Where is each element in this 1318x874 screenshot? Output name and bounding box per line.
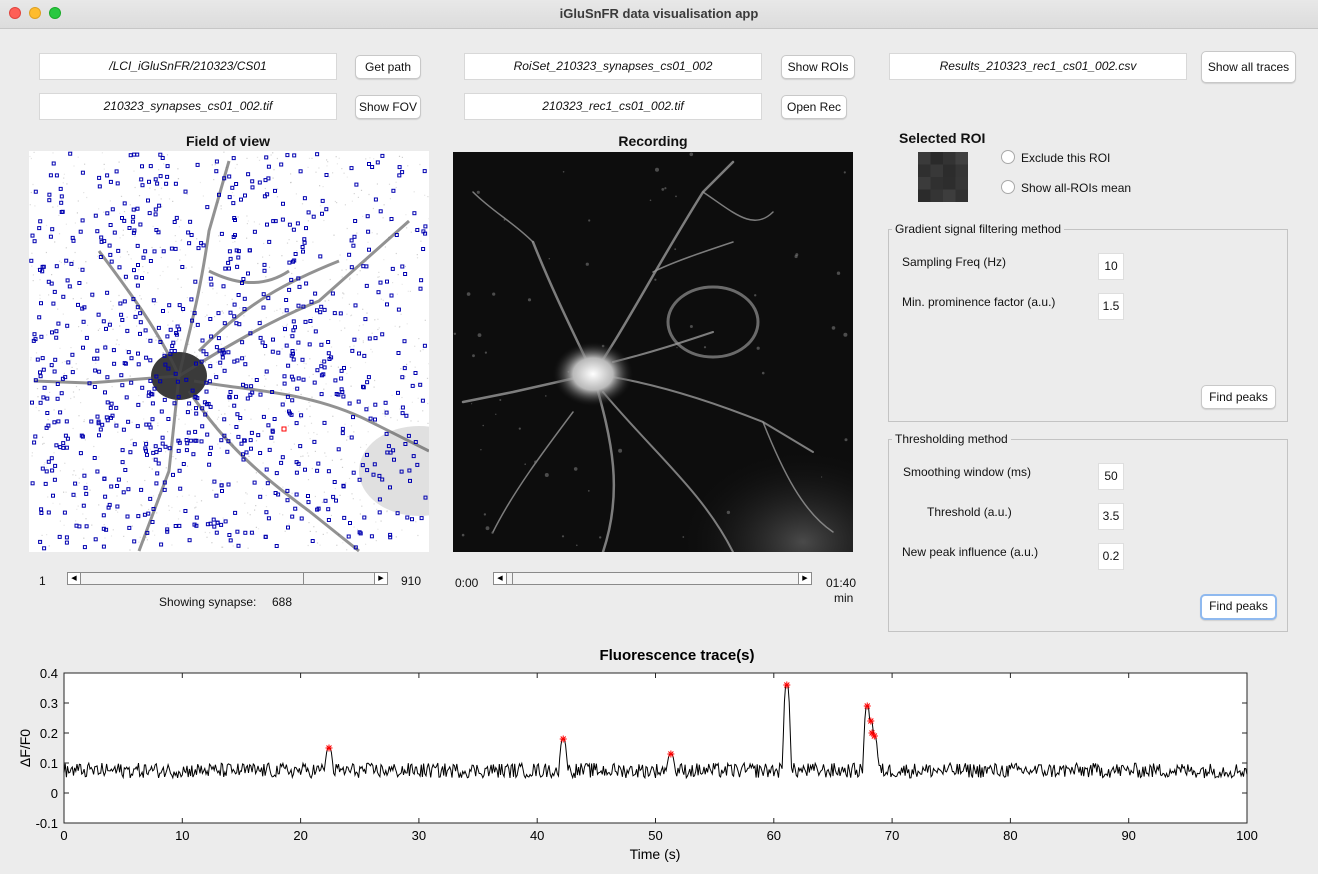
get-path-button[interactable]: Get path (355, 55, 421, 79)
threshold-label: Threshold (a.u.) (927, 505, 1012, 519)
y-tick-label: 0.3 (40, 696, 58, 711)
exclude-roi-radio[interactable] (1001, 150, 1015, 164)
path-field[interactable]: /LCI_iGluSnFR/210323/CS01 (39, 53, 337, 80)
gradient-panel (888, 229, 1288, 422)
sampling-freq-label: Sampling Freq (Hz) (902, 255, 1007, 269)
peak-marker (325, 744, 333, 752)
results-field[interactable]: Results_210323_rec1_cs01_002.csv (889, 53, 1187, 80)
x-tick-label: 30 (412, 828, 426, 843)
gradient-find-peaks-button[interactable]: Find peaks (1201, 385, 1276, 409)
x-tick-label: 20 (293, 828, 307, 843)
recording-time-end: 01:40 (826, 576, 857, 590)
recording-title: Recording (618, 133, 688, 149)
gradient-panel-title: Gradient signal filtering method (892, 222, 1065, 236)
peak-influence-input[interactable]: 0.2 (1098, 543, 1124, 570)
y-tick-label: -0.1 (36, 816, 58, 831)
fov-slider[interactable]: ◀ ▶ (67, 572, 388, 585)
fluorescence-chart[interactable]: Fluorescence trace(s) 0 10 20 30 40 50 60 70 80 9… (0, 640, 1318, 874)
peak-marker (863, 702, 871, 710)
peak-marker (867, 717, 875, 725)
x-tick-label: 0 (60, 828, 67, 843)
selected-roi-thumbnail (918, 152, 968, 202)
show-mean-radio[interactable] (1001, 180, 1015, 194)
x-tick-label: 50 (648, 828, 662, 843)
chart-ylabel: ΔF/F0 (17, 729, 33, 767)
chart-y-axis: -0.1 0 0.1 0.2 0.3 0.4 (36, 666, 1247, 831)
show-rois-button[interactable]: Show ROIs (781, 55, 855, 79)
close-window-icon[interactable] (9, 7, 21, 19)
threshold-panel-title: Thresholding method (892, 432, 1011, 446)
window-title: iGluSnFR data visualisation app (559, 6, 759, 21)
x-tick-label: 90 (1121, 828, 1135, 843)
recording-slider-thumb[interactable] (511, 573, 513, 584)
x-tick-label: 60 (767, 828, 781, 843)
fov-slider-max: 910 (401, 574, 422, 588)
y-tick-label: 0.1 (40, 756, 58, 771)
showing-synapse-label: Showing synapse: (159, 595, 257, 609)
chart-x-axis: 0 10 20 30 40 50 60 70 80 90 100 (60, 673, 1258, 843)
recording-slider-left-arrow-icon[interactable]: ◀ (494, 573, 507, 584)
recording-slider[interactable]: ◀ ▶ (493, 572, 812, 585)
window-titlebar: iGluSnFR data visualisation app (0, 0, 1318, 29)
prominence-input[interactable]: 1.5 (1098, 293, 1124, 320)
recording-slider-right-arrow-icon[interactable]: ▶ (798, 573, 811, 584)
y-tick-label: 0.4 (40, 666, 58, 681)
chart-plot-area (63, 672, 1248, 824)
threshold-input[interactable]: 3.5 (1098, 503, 1124, 530)
chart-title: Fluorescence trace(s) (599, 647, 754, 664)
fov-image[interactable] (29, 151, 429, 552)
recording-time-unit: min (834, 591, 854, 605)
fov-slider-thumb[interactable] (303, 573, 305, 584)
smoothing-window-input[interactable]: 50 (1098, 463, 1124, 490)
fov-title: Field of view (185, 133, 270, 149)
slider-left-arrow-icon[interactable]: ◀ (68, 573, 81, 584)
showing-synapse-value: 688 (272, 595, 293, 609)
slider-right-arrow-icon[interactable]: ▶ (374, 573, 387, 584)
x-tick-label: 40 (530, 828, 544, 843)
exclude-roi-label: Exclude this ROI (1021, 151, 1111, 165)
y-tick-label: 0 (51, 786, 58, 801)
recording-file-field[interactable]: 210323_rec1_cs01_002.tif (464, 93, 762, 120)
chart-trace-series (63, 684, 1248, 780)
minimize-window-icon[interactable] (29, 7, 41, 19)
roiset-field[interactable]: RoiSet_210323_synapses_cs01_002 (464, 53, 762, 80)
peak-marker (783, 681, 791, 689)
x-tick-label: 80 (1003, 828, 1017, 843)
show-all-traces-button[interactable]: Show all traces (1201, 51, 1296, 83)
peak-influence-label: New peak influence (a.u.) (902, 545, 1039, 559)
recording-time-start: 0:00 (455, 576, 479, 590)
y-tick-label: 0.2 (40, 726, 58, 741)
peak-marker (667, 750, 675, 758)
selected-roi-marker (281, 426, 287, 432)
sampling-freq-input[interactable]: 10 (1098, 253, 1124, 280)
x-tick-label: 70 (885, 828, 899, 843)
threshold-panel (888, 439, 1288, 632)
x-tick-label: 100 (1236, 828, 1258, 843)
fov-file-field[interactable]: 210323_synapses_cs01_002.tif (39, 93, 337, 120)
peak-marker (870, 732, 878, 740)
fov-neuron-shape (33, 160, 429, 552)
x-tick-label: 10 (175, 828, 189, 843)
recording-image[interactable] (453, 152, 853, 552)
show-fov-button[interactable]: Show FOV (355, 95, 421, 119)
show-mean-label: Show all-ROIs mean (1021, 181, 1132, 195)
open-rec-button[interactable]: Open Rec (781, 95, 847, 119)
peak-marker (559, 735, 567, 743)
chart-peak-markers (325, 681, 878, 758)
prominence-label: Min. prominence factor (a.u.) (902, 295, 1056, 309)
chart-xlabel: Time (s) (630, 846, 681, 862)
threshold-find-peaks-button[interactable]: Find peaks (1200, 594, 1277, 620)
trace-line (63, 684, 1248, 780)
selected-roi-title: Selected ROI (899, 130, 986, 146)
fov-slider-min: 1 (39, 574, 46, 588)
smoothing-window-label: Smoothing window (ms) (903, 465, 1032, 479)
zoom-window-icon[interactable] (49, 7, 61, 19)
